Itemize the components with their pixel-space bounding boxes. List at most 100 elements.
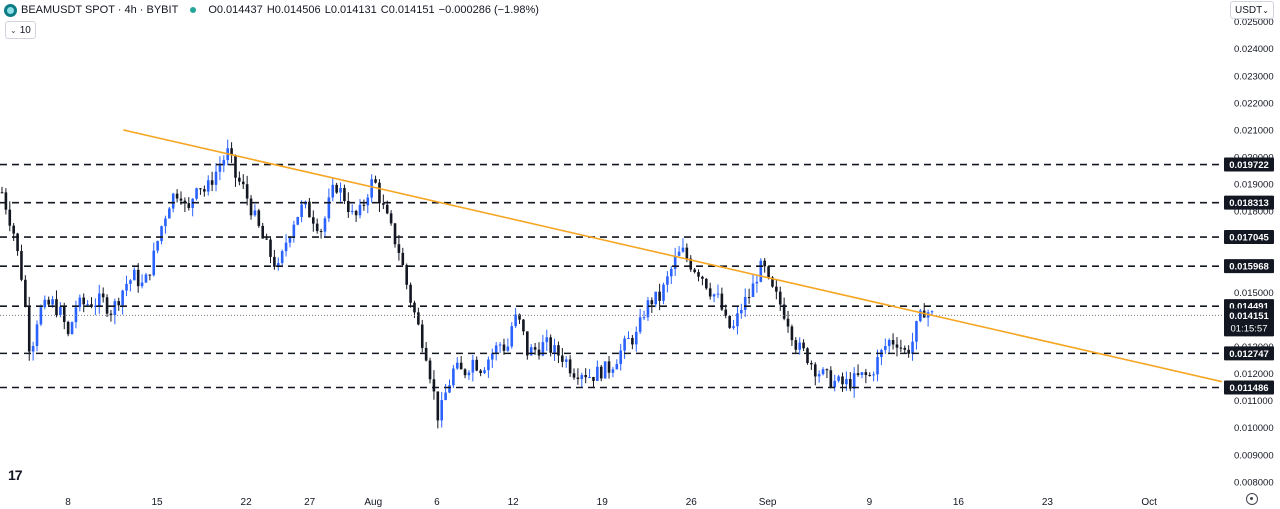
candle-body (195, 188, 198, 199)
price-tick-label: 0.019000 (1234, 180, 1274, 191)
candle-body (350, 210, 354, 213)
candle-body (553, 345, 556, 353)
candle-body (27, 305, 31, 352)
candle-body (829, 370, 833, 388)
candle-body (755, 281, 759, 284)
last-price-label: 0.014151 (1229, 311, 1269, 322)
candle-body (374, 179, 377, 183)
price-tick-label: 0.024000 (1234, 44, 1274, 55)
high-value: H0.014506 (266, 4, 321, 16)
tradingview-logo-icon[interactable]: 17 (8, 467, 23, 483)
candle-body (370, 179, 373, 198)
candle-body (160, 226, 163, 242)
candle-body (802, 342, 805, 349)
volume-toggle-value: 10 (19, 24, 31, 36)
level-price-label: 0.011486 (1229, 383, 1268, 394)
candle-body (265, 238, 268, 240)
time-axis[interactable]: 8 15 22 27 Aug 6 12 19 26 Sep 9 16 23 Oct (65, 497, 1157, 508)
candle-body (148, 274, 152, 276)
candle-body (24, 279, 27, 306)
candle-body (308, 201, 311, 218)
candle-body (751, 283, 755, 298)
candle-body (510, 326, 514, 347)
candle-body (261, 225, 265, 239)
candle-body (121, 290, 124, 306)
price-tick-label: 0.025000 (1234, 17, 1274, 28)
candle-body (90, 304, 93, 307)
candle-body (631, 337, 634, 345)
trendline-layer (123, 129, 1223, 383)
time-tick-label: 27 (304, 497, 316, 508)
candle-body (133, 269, 136, 281)
candle-body (526, 331, 529, 356)
candle-body (771, 277, 774, 287)
candle-body (673, 255, 677, 269)
candle-body (448, 385, 451, 393)
candle-body (529, 347, 533, 356)
candle-body (413, 302, 416, 313)
price-axis[interactable]: 0.025000 0.024000 0.023000 0.022000 0.021000… (1234, 17, 1274, 488)
settings-gear-icon[interactable] (1246, 493, 1258, 505)
candle-body (576, 377, 580, 379)
candle-body (798, 342, 801, 350)
candle-body (452, 368, 455, 386)
candle-body (323, 218, 327, 232)
candle-body (35, 324, 39, 347)
candle-body (241, 181, 245, 185)
candle-body (821, 369, 825, 375)
candle-body (179, 198, 183, 201)
candle-body (444, 392, 447, 401)
candle-body (685, 247, 689, 259)
candle-body (498, 344, 502, 346)
candle-body (292, 224, 296, 238)
horizontal-levels (0, 163, 1222, 389)
candle-body (662, 284, 665, 301)
candle-body (455, 362, 459, 369)
candle-body (459, 362, 463, 370)
candle-body (872, 374, 875, 376)
candle-body (401, 252, 405, 266)
candle-body (156, 241, 159, 251)
candle-body (253, 210, 257, 216)
candle-body (405, 265, 408, 285)
volume-toggle[interactable]: ⌄ 10 (5, 21, 36, 39)
candle-body (238, 177, 241, 182)
trendline[interactable] (123, 129, 1223, 383)
time-tick-label: 16 (953, 497, 965, 508)
candle-body (284, 242, 288, 252)
candle-body (319, 231, 323, 233)
candle-body (273, 256, 276, 267)
candle-body (728, 315, 731, 328)
candle-body (868, 375, 872, 377)
candle-body (677, 251, 681, 256)
candle-body (257, 210, 261, 226)
candle-body (506, 346, 510, 351)
level-price-tag (1224, 259, 1274, 274)
candle-body (358, 204, 362, 216)
candle-body (813, 364, 817, 377)
candle-body (354, 210, 358, 216)
candle-body (144, 274, 148, 283)
candle-body (86, 304, 89, 306)
candle-body (666, 276, 669, 285)
candle-body (720, 293, 724, 310)
candle-body (557, 345, 560, 356)
symbol-title[interactable]: BEAMUSDT SPOT · 4h · BYBIT (21, 4, 179, 16)
candle-body (724, 309, 728, 316)
candle-body (732, 326, 735, 328)
candle-body (658, 291, 661, 301)
candle-body (588, 376, 591, 378)
candle-body (669, 268, 673, 277)
candle-body (471, 359, 475, 373)
candle-body (420, 324, 424, 348)
candle-body (778, 291, 782, 305)
currency-selector[interactable]: USDT ⌄ (1230, 1, 1274, 19)
candle-body (230, 148, 233, 156)
candle-body (790, 326, 794, 341)
candle-body (611, 369, 615, 373)
level-price-label: 0.012747 (1229, 349, 1269, 360)
candle-body (619, 350, 623, 364)
level-price-label: 0.019722 (1229, 160, 1269, 171)
candle-body (572, 373, 576, 378)
